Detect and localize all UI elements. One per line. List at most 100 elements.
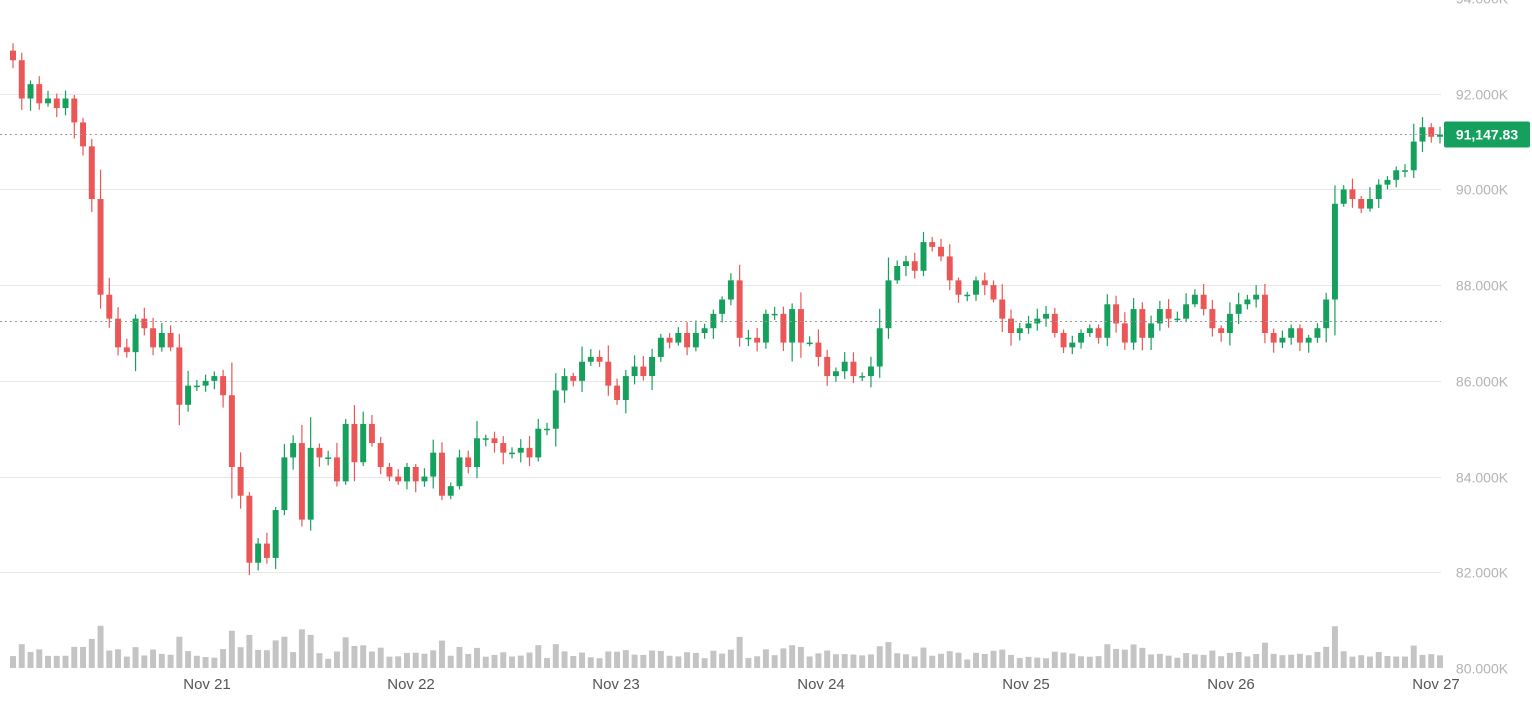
volume-bar — [255, 649, 262, 668]
candle-body — [1437, 134, 1443, 137]
volume-bar — [158, 653, 165, 668]
volume-bar — [237, 647, 244, 668]
candle-body — [946, 256, 953, 281]
candle-body — [298, 443, 305, 520]
candle-body — [1104, 304, 1111, 338]
candle-body — [509, 452, 515, 455]
candle-body — [999, 299, 1006, 319]
volume-bar — [649, 650, 656, 668]
volume-bar — [412, 652, 419, 668]
candle-body — [482, 438, 489, 440]
volume-bar — [193, 655, 200, 668]
volume-bar — [36, 649, 43, 668]
volume-bar — [10, 656, 16, 668]
volume-bar — [596, 658, 603, 668]
candle-body — [316, 447, 323, 458]
candle-body — [850, 361, 857, 377]
price-candles — [10, 43, 1443, 576]
volume-bar — [850, 654, 857, 668]
candle-body — [1279, 337, 1286, 343]
volume-bar — [80, 646, 87, 668]
volume-bar — [964, 659, 971, 668]
candle-body — [596, 356, 603, 362]
candle-body — [255, 543, 262, 563]
volume-bar — [246, 634, 253, 668]
candle-body — [815, 342, 822, 357]
candle-body — [1226, 313, 1233, 333]
volume-bar — [1393, 656, 1400, 668]
x-axis-labels: Nov 21 Nov 22 Nov 23 Nov 24 Nov 25 Nov 26 Nov … — [183, 676, 1460, 693]
current-price-tag-background — [1444, 121, 1530, 148]
volume-bars — [10, 625, 1443, 668]
volume-bar — [71, 646, 78, 668]
candle-body — [456, 457, 463, 487]
volume-bar — [53, 655, 60, 668]
candle-body — [797, 309, 804, 343]
candle-body — [762, 313, 769, 343]
volume-bar — [456, 646, 463, 668]
volume-bar — [1165, 655, 1172, 668]
candle-body — [780, 313, 787, 343]
volume-bar — [1296, 653, 1303, 668]
candle-body — [1191, 294, 1198, 305]
candle-body — [500, 443, 507, 453]
candle-body — [150, 328, 157, 348]
candle-body — [719, 299, 726, 314]
volume-bar — [509, 656, 515, 668]
candle-body — [220, 376, 227, 396]
volume-bar — [1419, 654, 1426, 668]
candle-body — [97, 199, 104, 295]
volume-bar — [902, 654, 909, 668]
candle-body — [824, 356, 831, 377]
candle-body — [832, 371, 839, 377]
candle-body — [579, 361, 586, 381]
volume-bar — [675, 656, 682, 668]
volume-bar — [806, 656, 813, 668]
current-price-tag: 91,147.83 — [1444, 121, 1530, 148]
volume-bar — [185, 651, 192, 668]
candle-body — [132, 318, 139, 353]
candle-body — [1174, 318, 1181, 321]
candle-body — [465, 457, 472, 467]
volume-bar — [1130, 644, 1137, 668]
candle-body — [1113, 304, 1120, 324]
volume-bar — [815, 653, 822, 668]
volume-bar — [666, 655, 673, 668]
candle-body — [552, 390, 559, 429]
volume-bar — [771, 655, 778, 668]
volume-bar — [123, 656, 130, 668]
candle-body — [710, 313, 717, 329]
volume-bar — [535, 645, 542, 668]
candle-body — [45, 98, 51, 104]
candle-body — [727, 280, 734, 300]
candle-body — [666, 337, 673, 343]
candle-body — [10, 50, 16, 61]
volume-bar — [447, 655, 454, 668]
candle-body — [876, 328, 883, 367]
volume-bar — [88, 638, 95, 668]
candle-body — [80, 122, 87, 147]
candle-body — [885, 280, 892, 329]
candle-body — [185, 385, 192, 405]
candle-body — [202, 380, 209, 386]
volume-bar — [1025, 656, 1032, 668]
x-tick-label: Nov 25 — [1002, 676, 1050, 693]
candle-body — [1086, 328, 1093, 333]
volume-bar — [570, 655, 577, 668]
volume-bar — [631, 654, 638, 668]
volume-bar — [386, 656, 393, 668]
volume-bar — [45, 655, 51, 668]
volume-bar — [281, 636, 288, 668]
volume-bar — [1156, 653, 1163, 668]
volume-bar — [167, 654, 174, 668]
candle-body — [1244, 299, 1251, 305]
x-tick-label: Nov 26 — [1207, 676, 1255, 693]
candle-body — [684, 333, 691, 348]
candle-body — [754, 337, 761, 343]
candle-body — [841, 361, 848, 372]
candle-body — [1148, 323, 1155, 338]
volume-bar — [342, 637, 349, 668]
volume-bar — [526, 652, 533, 668]
volume-bar — [482, 656, 489, 668]
candle-body — [535, 428, 542, 458]
